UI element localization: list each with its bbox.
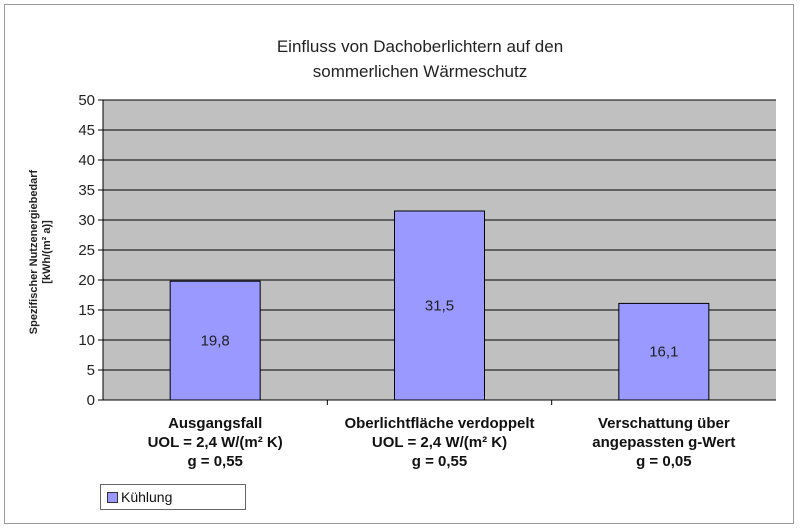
y-tick-label-0: 0 bbox=[87, 392, 95, 409]
y-tick-label-20: 20 bbox=[78, 272, 95, 289]
y-tick-label-45: 45 bbox=[78, 122, 95, 139]
data-label-2: 31,5 bbox=[425, 298, 454, 315]
bar-1 bbox=[169, 280, 261, 401]
data-label-3: 16,1 bbox=[649, 344, 678, 361]
category-label-1-line-3: g = 0,55 bbox=[187, 453, 242, 470]
legend-label-kuehlung: Kühlung bbox=[121, 489, 173, 505]
category-label-2-line-2: UOL = 2,4 W/(m² K) bbox=[372, 434, 507, 451]
y-tick-label-30: 30 bbox=[78, 212, 95, 229]
legend-swatch-kuehlung bbox=[107, 491, 118, 503]
y-tick-label-25: 25 bbox=[78, 242, 95, 259]
category-label-3-line-3: g = 0,05 bbox=[636, 453, 691, 470]
plot-area: 0 5 10 15 20 25 30 35 40 45 50 19,8 Ausgangsfall UOL … bbox=[78, 92, 776, 470]
category-label-1-line-1: Ausgangsfall bbox=[168, 415, 262, 432]
y-tick-label-5: 5 bbox=[87, 362, 95, 379]
category-label-3-line-1: Verschattung über bbox=[598, 415, 730, 432]
y-tick-label-35: 35 bbox=[78, 182, 95, 199]
category-label-2-line-1: Oberlichtfläche verdoppelt bbox=[344, 415, 534, 432]
y-tick-label-40: 40 bbox=[78, 152, 95, 169]
chart-title-line-2: sommerlichen Wärmeschutz bbox=[313, 62, 527, 81]
y-axis-label-line-2: [kWh/(m² a)] bbox=[41, 220, 53, 284]
y-tick-label-50: 50 bbox=[78, 92, 95, 109]
category-label-1-line-2: UOL = 2,4 W/(m² K) bbox=[148, 434, 283, 451]
y-tick-label-15: 15 bbox=[78, 302, 95, 319]
y-axis-label-line-1: Spezifischer Nutzenergiebedarf bbox=[28, 169, 40, 334]
category-label-3-line-2: angepassten g-Wert bbox=[592, 434, 735, 451]
legend: Kühlung bbox=[100, 484, 246, 510]
data-label-1: 19,8 bbox=[201, 333, 230, 350]
bar-3 bbox=[618, 302, 710, 401]
chart-title-line-1: Einfluss von Dachoberlichtern auf den bbox=[277, 37, 563, 56]
y-tick-label-10: 10 bbox=[78, 332, 95, 349]
bar-2 bbox=[394, 210, 485, 401]
category-label-2-line-3: g = 0,55 bbox=[412, 453, 467, 470]
